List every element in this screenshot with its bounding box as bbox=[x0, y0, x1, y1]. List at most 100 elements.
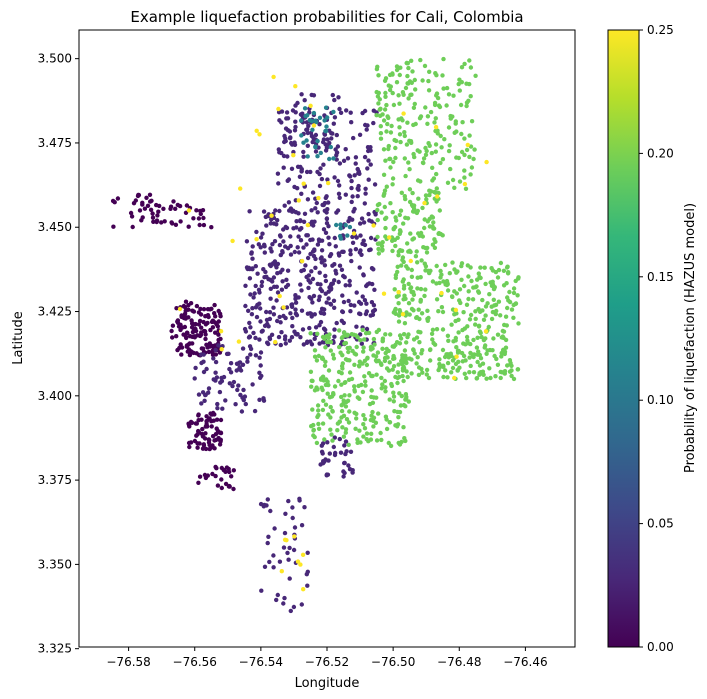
scatter-point bbox=[199, 401, 204, 406]
scatter-point bbox=[511, 315, 516, 320]
scatter-point bbox=[135, 193, 141, 199]
scatter-point bbox=[301, 140, 306, 145]
scatter-point bbox=[182, 305, 188, 310]
scatter-point bbox=[348, 302, 353, 308]
scatter-point bbox=[506, 298, 511, 303]
scatter-point bbox=[435, 194, 440, 199]
scatter-point bbox=[402, 194, 407, 199]
scatter-point bbox=[299, 523, 305, 528]
scatter-point bbox=[483, 313, 488, 318]
scatter-point bbox=[202, 398, 207, 403]
scatter-point bbox=[254, 314, 260, 320]
scatter-point bbox=[478, 356, 484, 361]
scatter-point bbox=[397, 409, 403, 415]
scatter-point bbox=[489, 316, 495, 322]
scatter-point bbox=[353, 247, 359, 252]
scatter-point bbox=[277, 559, 283, 564]
scatter-point bbox=[383, 94, 388, 100]
scatter-point bbox=[334, 222, 339, 228]
scatter-point bbox=[503, 314, 509, 319]
scatter-point bbox=[309, 208, 314, 213]
scatter-point bbox=[258, 319, 263, 324]
scatter-point bbox=[425, 308, 430, 313]
scatter-point bbox=[194, 351, 199, 356]
scatter-point bbox=[457, 179, 463, 184]
scatter-point bbox=[325, 379, 330, 384]
scatter-point bbox=[251, 330, 256, 336]
scatter-point bbox=[450, 260, 455, 265]
scatter-point bbox=[174, 306, 179, 311]
scatter-point bbox=[339, 408, 345, 414]
scatter-point bbox=[341, 249, 346, 254]
scatter-point bbox=[390, 176, 396, 181]
scatter-point bbox=[319, 248, 325, 253]
scatter-point bbox=[420, 348, 425, 353]
scatter-point bbox=[197, 222, 202, 228]
scatter-point bbox=[429, 214, 434, 219]
scatter-point bbox=[467, 355, 472, 360]
scatter-point bbox=[480, 361, 486, 366]
scatter-point bbox=[310, 237, 315, 242]
scatter-point bbox=[383, 332, 388, 337]
scatter-point bbox=[285, 550, 290, 556]
scatter-point bbox=[445, 288, 451, 293]
scatter-point bbox=[410, 190, 415, 196]
scatter-point bbox=[265, 340, 270, 345]
scatter-point bbox=[436, 309, 441, 314]
scatter-point bbox=[268, 296, 273, 301]
scatter-point bbox=[432, 100, 438, 106]
scatter-point bbox=[459, 277, 464, 282]
scatter-point bbox=[211, 418, 216, 423]
scatter-point bbox=[462, 61, 467, 67]
scatter-point bbox=[150, 215, 156, 220]
scatter-point bbox=[470, 297, 476, 302]
scatter-point bbox=[279, 569, 284, 574]
scatter-point bbox=[397, 391, 402, 396]
scatter-point bbox=[431, 340, 436, 346]
scatter-point bbox=[375, 217, 380, 223]
scatter-point bbox=[311, 93, 317, 98]
scatter-point bbox=[372, 307, 378, 313]
scatter-point bbox=[330, 352, 336, 357]
scatter-point bbox=[182, 314, 188, 319]
scatter-point bbox=[438, 268, 443, 274]
scatter-point bbox=[491, 297, 496, 302]
scatter-point bbox=[297, 498, 302, 503]
scatter-point bbox=[427, 143, 432, 148]
scatter-point bbox=[376, 251, 382, 256]
scatter-point bbox=[386, 143, 391, 149]
y-tick-label: 3.500 bbox=[38, 52, 72, 66]
scatter-point bbox=[420, 205, 425, 211]
scatter-point bbox=[288, 311, 293, 316]
scatter-point bbox=[411, 105, 417, 111]
scatter-point bbox=[308, 369, 314, 374]
scatter-point bbox=[340, 425, 345, 430]
scatter-point bbox=[487, 366, 492, 371]
scatter-point bbox=[334, 210, 339, 215]
scatter-point bbox=[326, 458, 331, 463]
scatter-point bbox=[402, 348, 408, 353]
scatter-point bbox=[474, 284, 479, 289]
scatter-point bbox=[380, 339, 385, 344]
scatter-point bbox=[264, 309, 269, 315]
scatter-point bbox=[339, 335, 345, 341]
scatter-point bbox=[294, 313, 300, 318]
scatter-point bbox=[459, 149, 465, 155]
scatter-point bbox=[364, 431, 370, 436]
scatter-point bbox=[271, 305, 276, 310]
scatter-point bbox=[407, 79, 413, 84]
scatter-point bbox=[422, 63, 428, 69]
scatter-point bbox=[402, 283, 407, 288]
scatter-point bbox=[129, 214, 135, 219]
scatter-point bbox=[371, 120, 376, 126]
scatter-point bbox=[515, 293, 520, 298]
scatter-point bbox=[317, 294, 322, 299]
scatter-point bbox=[197, 474, 203, 479]
scatter-point bbox=[156, 209, 161, 214]
scatter-point bbox=[327, 339, 332, 345]
scatter-point bbox=[230, 383, 235, 389]
scatter-point bbox=[231, 468, 236, 473]
scatter-point bbox=[423, 264, 429, 269]
scatter-point bbox=[368, 162, 373, 167]
scatter-point bbox=[379, 210, 384, 215]
